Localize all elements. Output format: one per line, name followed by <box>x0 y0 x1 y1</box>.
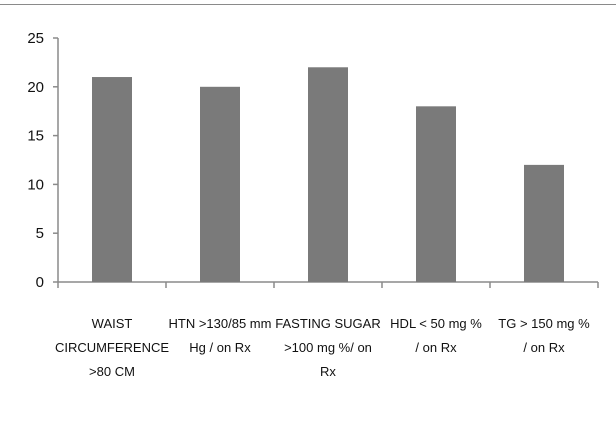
y-tick-label: 20 <box>27 79 44 96</box>
x-category-label: WAIST CIRCUMFERENCE >80 CM <box>55 316 169 379</box>
x-category-label-line: HTN >130/85 mm <box>169 316 272 331</box>
x-category-label-line: FASTING SUGAR <box>275 316 380 331</box>
bar <box>416 106 456 282</box>
x-category-label-line: CIRCUMFERENCE <box>55 340 169 355</box>
y-tick-label: 0 <box>36 274 44 291</box>
top-border-line <box>0 4 616 5</box>
y-tick-label: 25 <box>27 30 44 47</box>
x-category-label: HTN >130/85 mm Hg / on Rx <box>169 316 272 355</box>
y-tick-label: 10 <box>27 176 44 193</box>
x-category-label-line: >100 mg %/ on <box>284 340 372 355</box>
x-category-label-line: WAIST <box>92 316 133 331</box>
x-category-label: HDL < 50 mg % / on Rx <box>390 316 482 355</box>
x-category-label-line: Hg / on Rx <box>189 340 251 355</box>
x-category-label-line: TG > 150 mg % <box>498 316 590 331</box>
x-category-label-line: HDL < 50 mg % <box>390 316 482 331</box>
bar <box>524 164 564 282</box>
x-category-label-line: Rx <box>320 364 336 379</box>
x-category-label: FASTING SUGAR >100 mg %/ on Rx <box>275 316 380 379</box>
x-category-label-line: >80 CM <box>89 364 135 379</box>
y-tick-label: 5 <box>36 225 44 242</box>
x-category-label: TG > 150 mg % / on Rx <box>498 316 590 355</box>
x-category-label-line: / on Rx <box>523 340 565 355</box>
bar <box>200 86 240 282</box>
y-tick-label: 15 <box>27 128 44 145</box>
x-category-label-line: / on Rx <box>415 340 457 355</box>
bar <box>308 67 348 282</box>
bar <box>92 77 132 282</box>
